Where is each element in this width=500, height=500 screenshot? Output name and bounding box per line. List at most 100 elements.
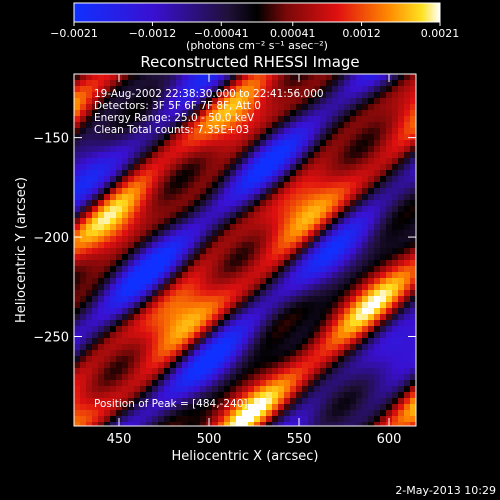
heatmap-cell [350, 230, 356, 236]
heatmap-cell [380, 362, 386, 368]
heatmap-cell [128, 374, 134, 380]
heatmap-cell [398, 194, 404, 200]
heatmap-cell [134, 194, 140, 200]
heatmap-cell [74, 272, 80, 278]
heatmap-cell [86, 422, 92, 426]
heatmap-cell [110, 182, 116, 188]
heatmap-cell [158, 284, 164, 290]
heatmap-cell [314, 92, 320, 98]
heatmap-cell [134, 248, 140, 254]
heatmap-cell [200, 224, 206, 230]
heatmap-cell [128, 338, 134, 344]
heatmap-cell [158, 398, 164, 404]
heatmap-cell [356, 134, 362, 140]
heatmap-cell [332, 368, 338, 374]
heatmap-cell [302, 386, 308, 392]
heatmap-cell [122, 182, 128, 188]
heatmap-cell [410, 392, 416, 398]
heatmap-cell [206, 350, 212, 356]
heatmap-cell [176, 356, 182, 362]
heatmap-cell [182, 122, 188, 128]
heatmap-cell [176, 416, 182, 422]
heatmap-cell [182, 386, 188, 392]
heatmap-cell [242, 290, 248, 296]
heatmap-cell [140, 200, 146, 206]
heatmap-cell [260, 266, 266, 272]
heatmap-cell [140, 326, 146, 332]
heatmap-cell [386, 302, 392, 308]
heatmap-cell [128, 410, 134, 416]
heatmap-cell [170, 176, 176, 182]
heatmap-cell [278, 404, 284, 410]
heatmap-cell [104, 350, 110, 356]
heatmap-cell [350, 104, 356, 110]
heatmap-cell [350, 350, 356, 356]
y-axis-label: Heliocentric Y (arcsec) [14, 177, 29, 323]
heatmap-cell [230, 80, 236, 86]
heatmap-cell [98, 248, 104, 254]
heatmap-cell [92, 356, 98, 362]
heatmap-cell [332, 224, 338, 230]
heatmap-cell [98, 308, 104, 314]
heatmap-cell [182, 200, 188, 206]
heatmap-cell [230, 236, 236, 242]
heatmap-cell [362, 254, 368, 260]
heatmap-cell [200, 74, 206, 80]
heatmap-cell [296, 236, 302, 242]
heatmap-cell [248, 200, 254, 206]
heatmap-cell [266, 206, 272, 212]
heatmap-cell [86, 146, 92, 152]
heatmap-cell [158, 182, 164, 188]
heatmap-cell [356, 86, 362, 92]
heatmap-cell [326, 266, 332, 272]
heatmap-cell [86, 98, 92, 104]
heatmap-cell [398, 218, 404, 224]
heatmap-cell [176, 302, 182, 308]
heatmap-cell [122, 380, 128, 386]
heatmap-cell [110, 218, 116, 224]
heatmap-cell [386, 338, 392, 344]
heatmap-cell [302, 380, 308, 386]
heatmap-cell [218, 392, 224, 398]
heatmap-cell [194, 92, 200, 98]
heatmap-cell [356, 398, 362, 404]
heatmap-cell [236, 416, 242, 422]
heatmap-cell [308, 74, 314, 80]
heatmap-cell [146, 224, 152, 230]
heatmap-cell [404, 188, 410, 194]
heatmap-cell [122, 116, 128, 122]
heatmap-cell [134, 116, 140, 122]
heatmap-cell [164, 380, 170, 386]
heatmap-cell [200, 422, 206, 426]
heatmap-cell [176, 104, 182, 110]
heatmap-cell [134, 230, 140, 236]
heatmap-cell [410, 134, 416, 140]
heatmap-cell [86, 344, 92, 350]
heatmap-cell [242, 92, 248, 98]
heatmap-cell [230, 152, 236, 158]
heatmap-cell [404, 92, 410, 98]
heatmap-cell [338, 134, 344, 140]
heatmap-cell [200, 380, 206, 386]
heatmap-cell [344, 242, 350, 248]
heatmap-cell [152, 314, 158, 320]
heatmap-cell [398, 170, 404, 176]
heatmap-cell [308, 206, 314, 212]
heatmap-cell [254, 206, 260, 212]
heatmap-cell [374, 320, 380, 326]
heatmap-cell [182, 242, 188, 248]
heatmap-cell [404, 236, 410, 242]
heatmap-cell [410, 410, 416, 416]
heatmap-cell [164, 200, 170, 206]
heatmap-cell [308, 392, 314, 398]
heatmap-cell [110, 368, 116, 374]
heatmap-cell [188, 158, 194, 164]
heatmap-cell [74, 176, 80, 182]
heatmap-cell [92, 116, 98, 122]
heatmap-cell [356, 140, 362, 146]
heatmap-cell [362, 134, 368, 140]
heatmap-cell [266, 194, 272, 200]
heatmap-cell [254, 368, 260, 374]
heatmap-cell [362, 74, 368, 80]
heatmap-cell [248, 248, 254, 254]
